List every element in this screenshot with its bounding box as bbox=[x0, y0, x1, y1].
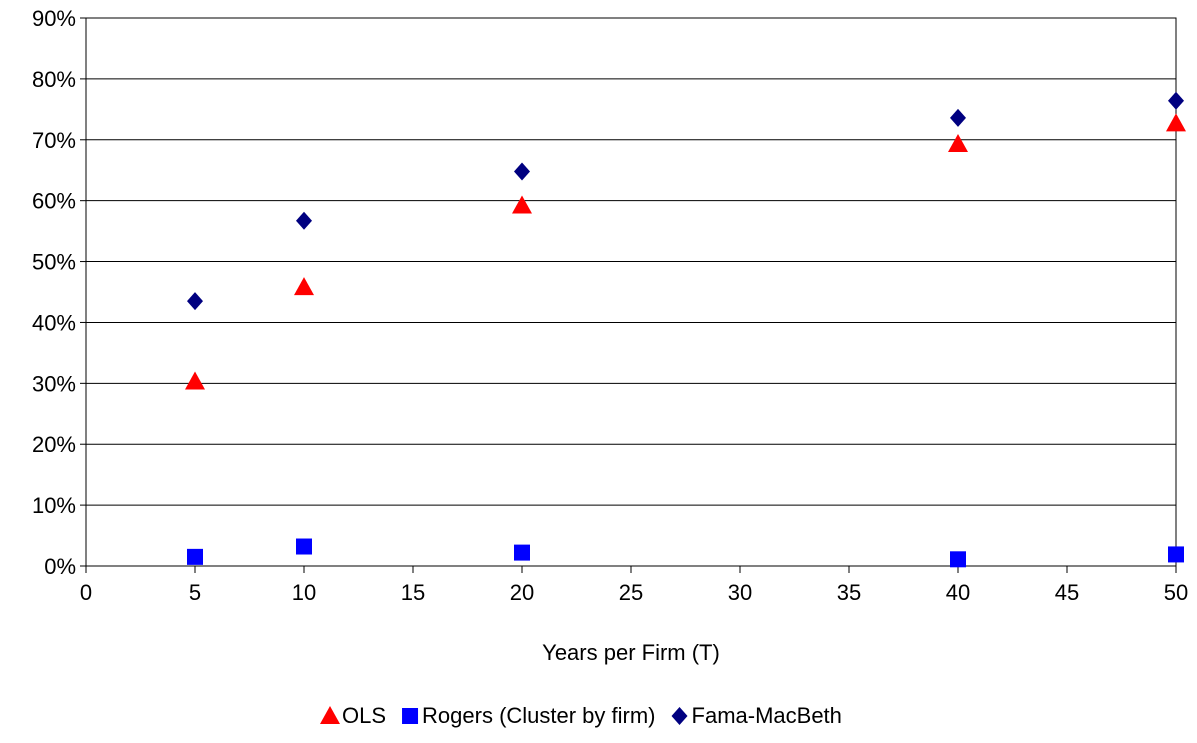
x-tick-label: 35 bbox=[837, 580, 861, 605]
data-point-diamond bbox=[1168, 92, 1184, 110]
x-tick-labels: 0 5 10 15 20 25 30 35 40 45 50 bbox=[80, 580, 1188, 605]
legend-item-square: Rogers (Cluster by firm) bbox=[402, 703, 655, 728]
legend-marker-triangle bbox=[320, 706, 340, 724]
y-tick-label: 30% bbox=[32, 371, 76, 396]
y-tick-label: 40% bbox=[32, 310, 76, 335]
x-tick-label: 10 bbox=[292, 580, 316, 605]
data-point-diamond bbox=[296, 212, 312, 230]
series-triangle bbox=[185, 113, 1186, 389]
legend: OLS Rogers (Cluster by firm) Fama-MacBeth bbox=[320, 703, 842, 728]
plot-frame bbox=[86, 18, 1176, 566]
x-tick-label: 45 bbox=[1055, 580, 1079, 605]
legend-marker-diamond bbox=[672, 707, 688, 725]
x-tick-label: 50 bbox=[1164, 580, 1188, 605]
legend-item-triangle: OLS bbox=[320, 703, 386, 728]
y-tick-label: 90% bbox=[32, 6, 76, 31]
y-tick-label: 0% bbox=[44, 554, 76, 579]
data-point-triangle bbox=[1166, 113, 1186, 131]
legend-marker-square bbox=[402, 708, 418, 724]
data-markers bbox=[185, 92, 1186, 567]
x-axis-title: Years per Firm (T) bbox=[542, 640, 720, 665]
legend-item-diamond: Fama-MacBeth bbox=[672, 703, 842, 728]
data-point-triangle bbox=[512, 196, 532, 214]
x-tick-label: 15 bbox=[401, 580, 425, 605]
data-point-square bbox=[187, 549, 203, 565]
y-tick-label: 80% bbox=[32, 67, 76, 92]
data-point-triangle bbox=[948, 134, 968, 152]
gridlines bbox=[86, 18, 1176, 505]
x-tick-label: 5 bbox=[189, 580, 201, 605]
data-point-square bbox=[514, 545, 530, 561]
legend-label: Fama-MacBeth bbox=[692, 703, 842, 728]
series-square bbox=[187, 539, 1184, 568]
data-point-square bbox=[1168, 546, 1184, 562]
y-tick-label: 50% bbox=[32, 250, 76, 275]
x-tick-label: 25 bbox=[619, 580, 643, 605]
y-tick-label: 70% bbox=[32, 128, 76, 153]
data-point-diamond bbox=[187, 292, 203, 310]
data-point-square bbox=[950, 551, 966, 567]
y-tick-label: 20% bbox=[32, 432, 76, 457]
data-point-square bbox=[296, 539, 312, 555]
legend-label: Rogers (Cluster by firm) bbox=[422, 703, 655, 728]
legend-label: OLS bbox=[342, 703, 386, 728]
data-point-triangle bbox=[185, 372, 205, 390]
axes bbox=[80, 18, 1176, 573]
y-tick-label: 60% bbox=[32, 189, 76, 214]
data-point-diamond bbox=[950, 109, 966, 127]
x-tick-label: 30 bbox=[728, 580, 752, 605]
data-point-diamond bbox=[514, 162, 530, 180]
x-tick-label: 40 bbox=[946, 580, 970, 605]
x-tick-label: 0 bbox=[80, 580, 92, 605]
x-tick-label: 20 bbox=[510, 580, 534, 605]
y-tick-labels: 0% 10% 20% 30% 40% 50% 60% 70% 80% 90% bbox=[32, 6, 76, 579]
data-point-triangle bbox=[294, 277, 314, 295]
y-tick-label: 10% bbox=[32, 493, 76, 518]
